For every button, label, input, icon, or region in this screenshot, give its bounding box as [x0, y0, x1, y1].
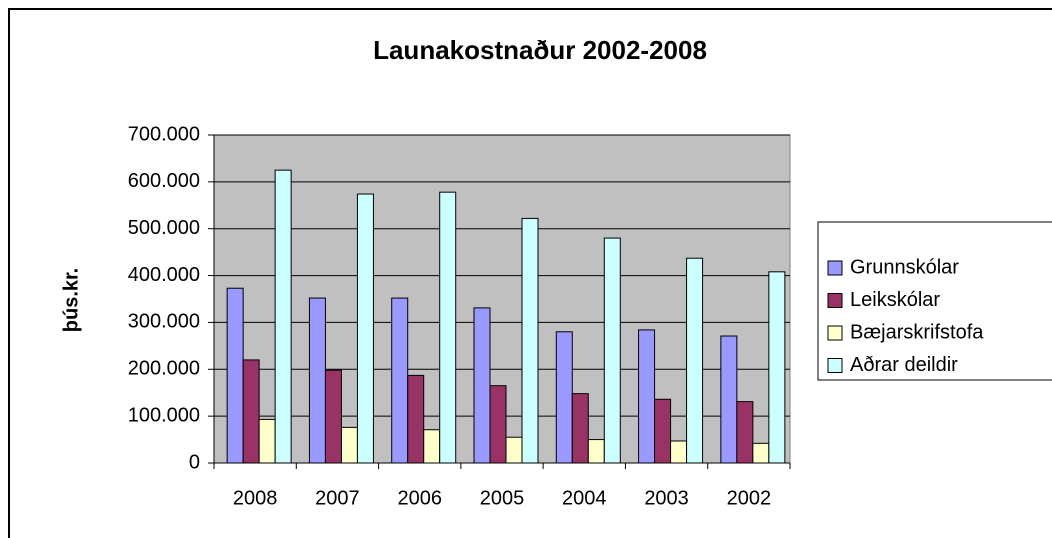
- x-tick-label: 2003: [644, 487, 689, 509]
- legend-label: Aðrar deildir: [850, 354, 958, 376]
- x-tick-label: 2005: [480, 487, 525, 509]
- bar: [505, 436, 523, 464]
- bar: [391, 297, 409, 464]
- bar: [242, 359, 260, 464]
- bar: [258, 418, 276, 464]
- bar: [439, 191, 457, 464]
- bar: [340, 426, 358, 464]
- bar: [407, 374, 425, 464]
- x-tick-label: 2004: [562, 487, 607, 509]
- y-tick-label: 300.000: [128, 311, 200, 333]
- bar: [356, 193, 374, 464]
- legend-swatch: [827, 260, 843, 276]
- bar: [587, 439, 605, 464]
- legend-swatch: [827, 358, 843, 373]
- legend-swatch: [827, 293, 843, 308]
- y-tick-label: 100.000: [128, 404, 200, 426]
- bar: [654, 398, 672, 464]
- legend-swatch: [827, 325, 843, 341]
- bar: [736, 401, 754, 464]
- bar: [423, 429, 441, 464]
- y-tick-label: 500.000: [128, 217, 200, 239]
- bar: [226, 287, 244, 464]
- x-tick-label: 2006: [397, 487, 442, 509]
- x-tick-label: 2002: [727, 487, 772, 509]
- bar: [768, 271, 786, 464]
- bar: [324, 369, 342, 464]
- bar: [521, 217, 539, 464]
- bar: [489, 385, 507, 464]
- y-tick-label: 0: [189, 451, 200, 473]
- y-tick-label: 600.000: [128, 170, 200, 192]
- bar: [274, 169, 292, 464]
- y-axis-label: þús.kr.: [60, 268, 82, 332]
- chart-title: Launakostnaður 2002-2008: [373, 35, 707, 65]
- bar: [571, 393, 589, 464]
- y-tick-label: 200.000: [128, 358, 200, 380]
- bar: [603, 237, 621, 464]
- x-tick-label: 2008: [233, 487, 278, 509]
- y-tick-label: 700.000: [128, 123, 200, 145]
- legend-label: Bæjarskrifstofa: [850, 321, 984, 343]
- bar: [473, 307, 491, 464]
- bar: [670, 440, 688, 464]
- y-tick-label: 400.000: [128, 264, 200, 286]
- legend: [817, 221, 1052, 381]
- bar: [720, 335, 738, 464]
- legend-label: Grunnskólar: [850, 256, 959, 278]
- bar: [638, 329, 656, 464]
- bar: [752, 442, 770, 464]
- x-tick-label: 2007: [315, 487, 360, 509]
- bar: [686, 257, 704, 464]
- bar: [555, 331, 573, 464]
- legend-label: Leikskólar: [850, 289, 940, 311]
- bar: [308, 297, 326, 464]
